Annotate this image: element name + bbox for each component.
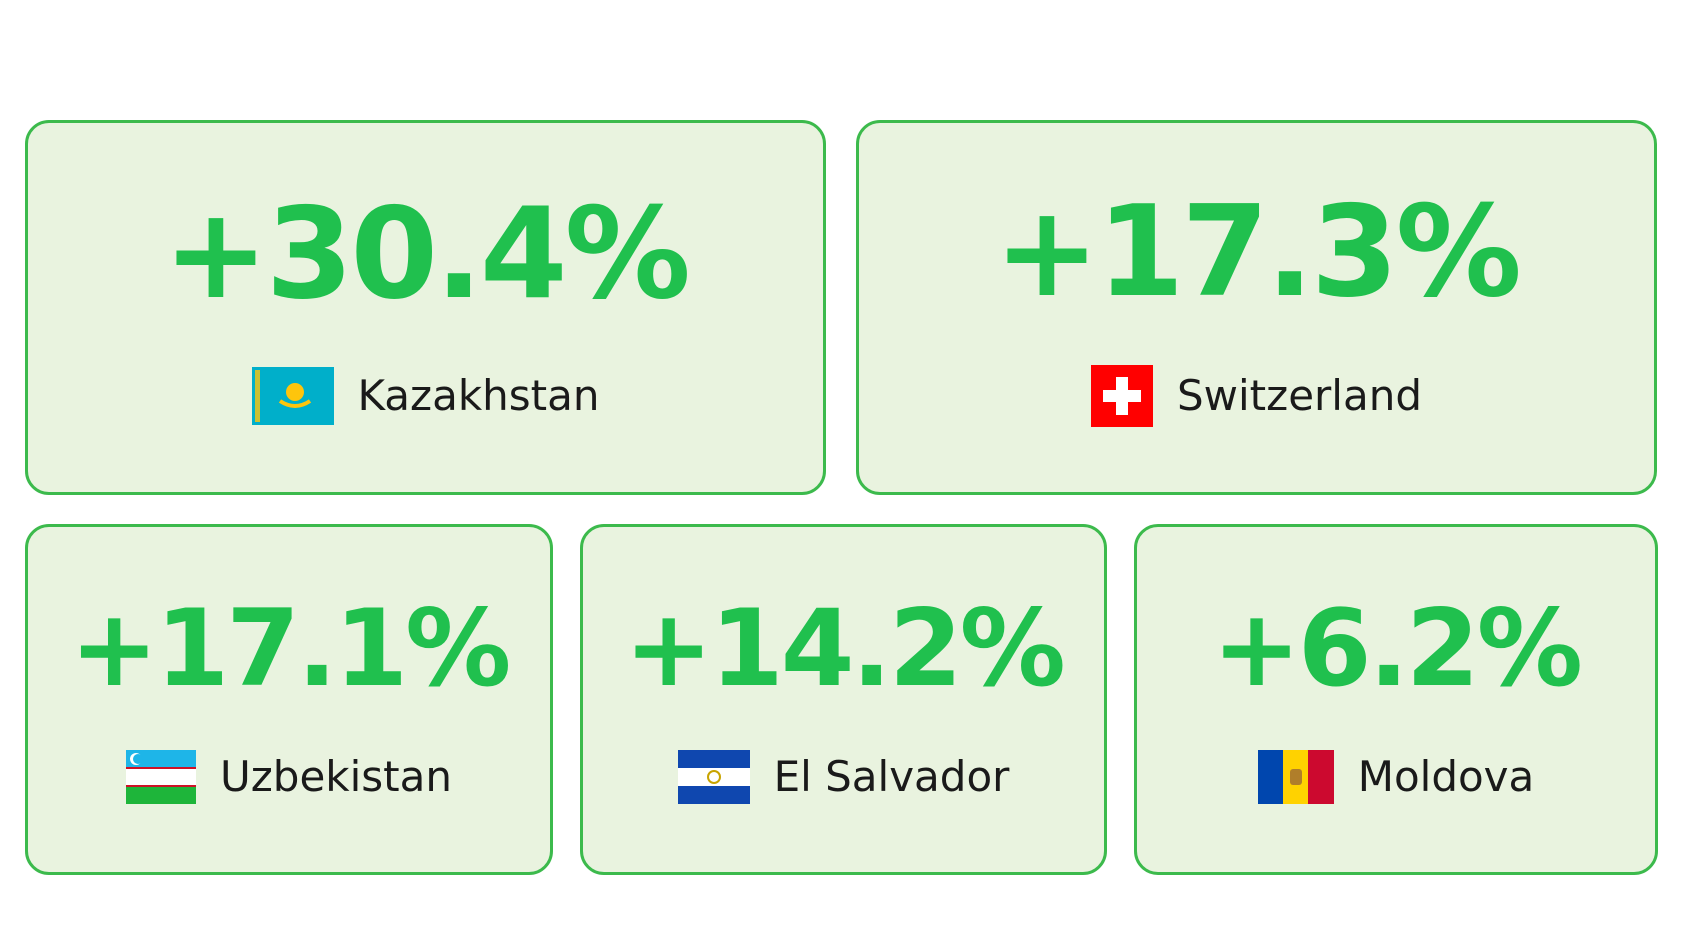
stat-card: +30.4% Kazakhstan xyxy=(25,120,826,495)
flag-kazakhstan xyxy=(251,366,334,425)
country-row: Switzerland xyxy=(1091,364,1422,427)
flag-el-salvador xyxy=(677,749,750,804)
flag-moldova xyxy=(1257,749,1334,804)
country-row: El Salvador xyxy=(677,749,1010,804)
stat-value: +6.2% xyxy=(1212,586,1583,710)
country-row: Moldova xyxy=(1257,749,1535,804)
stat-value: +30.4% xyxy=(163,179,691,327)
stat-card: +6.2% Moldova xyxy=(1134,524,1658,875)
country-name: El Salvador xyxy=(773,752,1010,801)
country-row: Uzbekistan xyxy=(126,749,452,804)
country-name: Moldova xyxy=(1357,752,1535,801)
flag-uzbekistan xyxy=(126,749,196,804)
country-row: Kazakhstan xyxy=(251,366,600,425)
stat-card: +17.3% Switzerland xyxy=(856,120,1657,495)
stat-card: +17.1% Uzbekistan xyxy=(25,524,553,875)
stat-value: +17.3% xyxy=(994,177,1522,325)
stat-card: +14.2% El Salvador xyxy=(580,524,1107,875)
country-name: Kazakhstan xyxy=(357,371,600,420)
country-name: Switzerland xyxy=(1177,371,1422,420)
stat-value: +14.2% xyxy=(624,586,1066,710)
flag-switzerland xyxy=(1091,364,1153,427)
stat-value: +17.1% xyxy=(69,586,512,710)
country-name: Uzbekistan xyxy=(220,752,452,801)
